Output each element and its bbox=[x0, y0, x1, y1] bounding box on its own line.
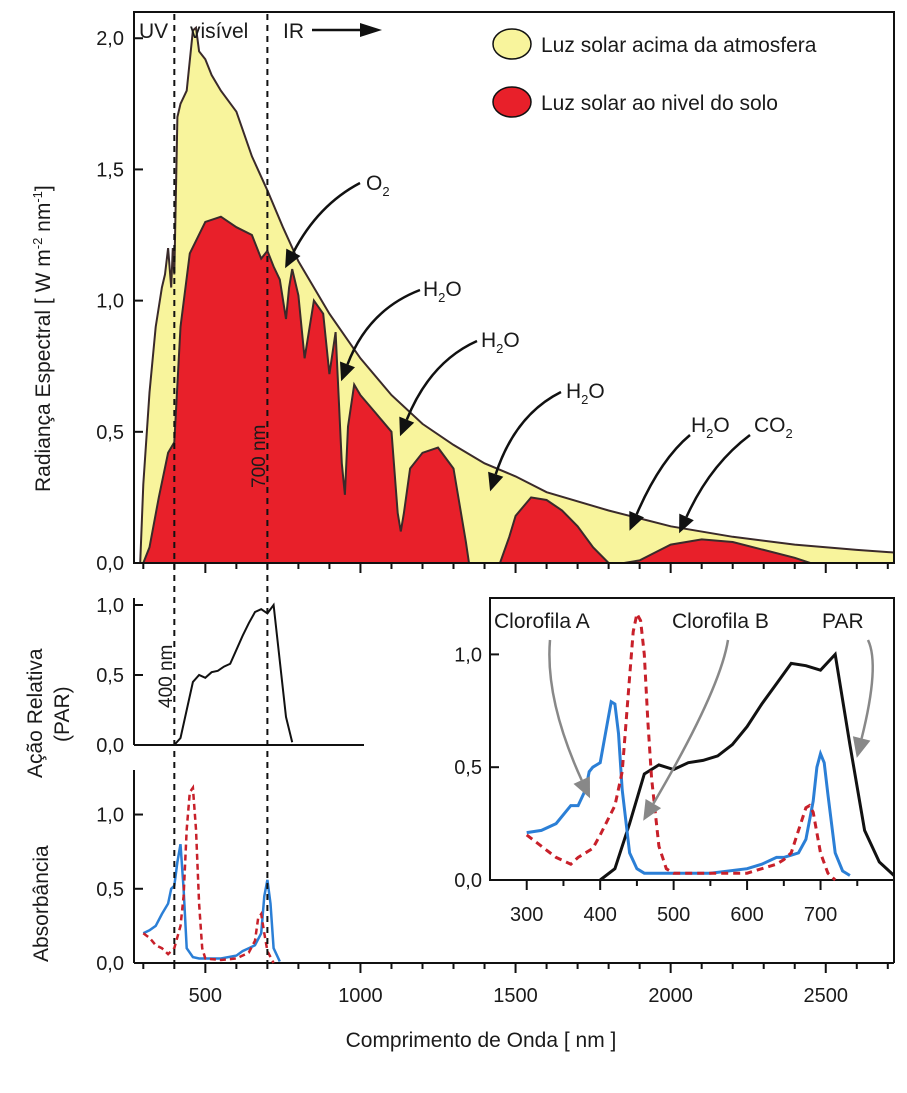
par-y-axis-label-sub: (PAR) bbox=[51, 686, 74, 742]
inset-x-tick-label: 500 bbox=[657, 904, 690, 926]
y-tick-label: 0,0 bbox=[96, 735, 124, 757]
y-tick-label: 2,0 bbox=[96, 28, 124, 50]
400nm-label: 400 nm bbox=[156, 645, 177, 708]
inset-label-clorofila-b: Clorofila B bbox=[672, 610, 769, 633]
y-tick-label: 1,0 bbox=[96, 595, 124, 617]
area-ground-level bbox=[141, 215, 894, 564]
x-tick-label: 2000 bbox=[648, 985, 693, 1007]
y-tick-label: 0,5 bbox=[96, 665, 124, 687]
annotation-o2-text: O2 bbox=[366, 172, 390, 199]
x-axis-label: Comprimento de Onda [ nm ] bbox=[346, 1029, 617, 1052]
annotation-h2o-2-arrowhead bbox=[399, 416, 415, 437]
ir-region-label: IR bbox=[283, 20, 304, 43]
inset-par-line bbox=[599, 651, 896, 882]
legend: Luz solar acima da atmosfera Luz solar a… bbox=[492, 28, 817, 118]
annotation-h2o-2-arrow bbox=[405, 339, 478, 421]
spectrum-y-ticks: 0,0 0,5 1,0 1,5 2,0 bbox=[96, 28, 143, 575]
inset-par-arrowhead bbox=[852, 736, 871, 758]
par-panel: 0,0 0,5 1,0 400 nm Ação Relativa (PAR) bbox=[24, 595, 364, 778]
spectrum-x-ticks bbox=[142, 563, 889, 573]
absorbance-y-ticks: 0,0 0,5 1,0 bbox=[96, 805, 143, 975]
700nm-label: 700 nm bbox=[249, 425, 270, 488]
inset-x-tick-label: 300 bbox=[510, 904, 543, 926]
inset-label-clorofila-a: Clorofila A bbox=[494, 610, 590, 633]
annotation-h2o-1-arrowhead bbox=[340, 361, 355, 382]
annotation-h2o-3-arrow bbox=[494, 390, 562, 475]
y-tick-label: 0,5 bbox=[96, 879, 124, 901]
absorbance-chlorophyll-b-line bbox=[142, 784, 275, 964]
annotation-h2o-2-text: H2O bbox=[481, 329, 520, 356]
visible-region-label: visível bbox=[190, 20, 248, 43]
spectrum-frame bbox=[133, 11, 895, 564]
legend-swatch-ground-level bbox=[492, 86, 532, 118]
inset-par-arrow bbox=[860, 639, 874, 739]
annotation-h2o-4-arrow bbox=[635, 434, 691, 515]
annotation-h2o-4-text: H2O bbox=[691, 414, 730, 441]
annotation-h2o-1: H2O bbox=[340, 278, 462, 382]
inset-x-tick-label: 600 bbox=[730, 904, 763, 926]
legend-label-above-atmosphere: Luz solar acima da atmosfera bbox=[541, 34, 817, 57]
inset-clorofila-a-arrow bbox=[548, 639, 583, 781]
annotation-h2o-3: H2O bbox=[488, 380, 605, 492]
inset-label-par: PAR bbox=[822, 610, 864, 633]
inset-y-tick-label: 0,0 bbox=[454, 870, 482, 892]
spectrum-panel: 0,0 0,5 1,0 1,5 2,0 UV visível IR 700 nm Rad… bbox=[30, 11, 895, 575]
par-series-line bbox=[173, 602, 294, 746]
absorption-annotations: O2 H2O H2O H2O H2O bbox=[285, 172, 793, 534]
y-tick-label: 0,5 bbox=[96, 422, 124, 444]
annotation-co2-arrowhead bbox=[679, 513, 694, 534]
inset-x-tick-label: 400 bbox=[583, 904, 616, 926]
annotation-h2o-1-text: H2O bbox=[423, 278, 462, 305]
annotation-co2-text: CO2 bbox=[754, 414, 793, 441]
annotation-co2: CO2 bbox=[679, 414, 793, 534]
inset-x-ticks: 300 400 500 600 700 bbox=[510, 880, 895, 926]
x-tick-label: 500 bbox=[189, 985, 222, 1007]
y-tick-label: 0,0 bbox=[96, 953, 124, 975]
x-tick-label: 1500 bbox=[493, 985, 538, 1007]
inset-chlorophyll-b-line bbox=[525, 609, 837, 882]
x-tick-label: 2500 bbox=[804, 985, 849, 1007]
par-y-ticks: 0,0 0,5 1,0 bbox=[96, 595, 143, 757]
annotation-h2o-4-arrowhead bbox=[629, 511, 644, 531]
annotation-o2: O2 bbox=[285, 172, 390, 269]
y-tick-label: 1,0 bbox=[96, 805, 124, 827]
annotation-h2o-3-text: H2O bbox=[566, 380, 605, 407]
y-tick-label: 1,5 bbox=[96, 159, 124, 181]
inset-frame bbox=[489, 597, 895, 881]
annotation-o2-arrow bbox=[292, 181, 361, 253]
absorbance-chlorophyll-a-line bbox=[142, 843, 281, 963]
inset-x-tick-label: 700 bbox=[804, 904, 837, 926]
y-tick-label: 1,0 bbox=[96, 291, 124, 313]
annotation-h2o-1-arrow bbox=[346, 288, 421, 365]
inset-y-tick-label: 0,5 bbox=[454, 757, 482, 779]
inset-clorofila-b-arrow bbox=[652, 639, 730, 805]
y-tick-label: 0,0 bbox=[96, 553, 124, 575]
par-y-axis-label: Ação Relativa bbox=[24, 648, 47, 778]
annotation-h2o-4: H2O bbox=[629, 414, 730, 531]
annotation-co2-arrow bbox=[685, 434, 751, 518]
inset-panel: 0,0 0,5 1,0 300 400 500 600 700 Clorofila A Cl… bbox=[454, 597, 896, 926]
spectrum-y-axis-label: Radiança Espectral [ W m-2 nm-1] bbox=[30, 185, 55, 492]
legend-label-ground-level: Luz solar ao nivel do solo bbox=[541, 92, 778, 115]
legend-swatch-above-atmosphere bbox=[492, 28, 532, 60]
absorbance-x-ticks: 500 1000 1500 2000 2500 bbox=[142, 963, 889, 1007]
inset-clorofila-b-arrowhead bbox=[643, 799, 662, 821]
absorbance-y-axis-label: Absorbância bbox=[30, 845, 53, 962]
x-tick-label: 1000 bbox=[338, 985, 383, 1007]
annotation-h2o-2: H2O bbox=[399, 329, 520, 437]
inset-y-ticks: 0,0 0,5 1,0 bbox=[454, 644, 499, 892]
ir-arrow bbox=[312, 23, 382, 37]
inset-clorofila-a-arrowhead bbox=[573, 776, 590, 799]
uv-region-label: UV bbox=[139, 20, 168, 43]
annotation-o2-arrowhead bbox=[285, 248, 301, 269]
annotation-h2o-3-arrowhead bbox=[488, 471, 504, 492]
absorbance-panel: 0,0 0,5 1,0 500 1000 1500 2000 2500 Absorbânci… bbox=[30, 770, 895, 1052]
inset-y-tick-label: 1,0 bbox=[454, 644, 482, 666]
